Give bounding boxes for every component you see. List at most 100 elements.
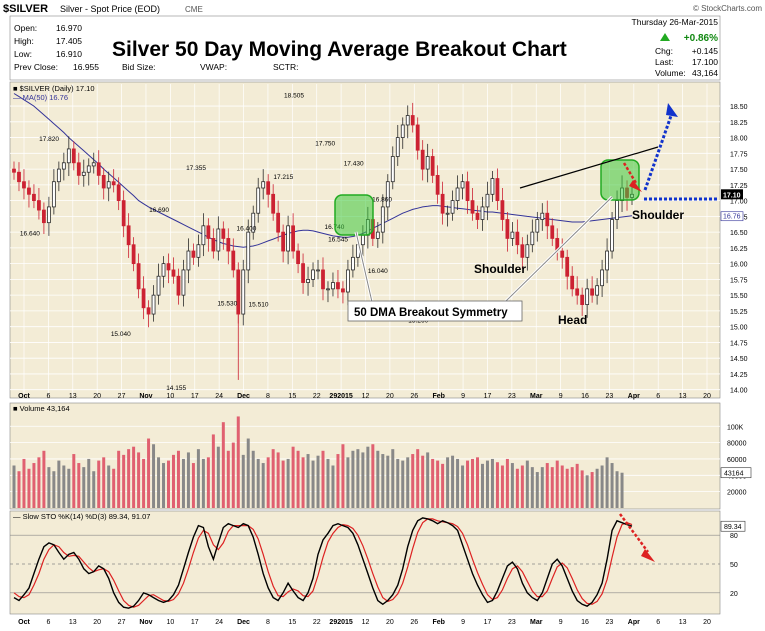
volume-bar xyxy=(276,452,280,508)
ma-marker-text: 16.76 xyxy=(723,214,741,221)
x-tick-label: 20 xyxy=(703,619,711,626)
volume-bar xyxy=(590,472,594,508)
volume-bar xyxy=(311,460,315,508)
x-tick-label: 23 xyxy=(508,619,516,626)
candle-body xyxy=(126,225,131,246)
volume-bar xyxy=(371,444,375,508)
candle-body xyxy=(101,174,106,189)
candle-body xyxy=(535,219,540,233)
price-y-tick: 15.50 xyxy=(730,293,748,300)
volume-bar xyxy=(436,460,440,508)
candle-body xyxy=(22,181,26,189)
last-label: Last: xyxy=(655,57,673,67)
candle-body xyxy=(410,115,415,126)
volume-bar xyxy=(406,457,410,508)
x-tick-label: 12 xyxy=(362,619,370,626)
volume-bar xyxy=(176,450,180,508)
candle-body xyxy=(336,282,340,290)
x-tick-label: Nov xyxy=(139,619,152,626)
candle-body xyxy=(405,115,410,126)
candle-body xyxy=(201,225,206,246)
candle-body xyxy=(42,209,46,224)
volume-bar xyxy=(361,452,365,508)
header: $SILVER Silver - Spot Price (EOD) CME © … xyxy=(3,3,762,81)
volume-bar xyxy=(112,468,116,508)
description: Silver - Spot Price (EOD) xyxy=(60,4,160,14)
candle-body xyxy=(540,212,545,220)
volume-bar xyxy=(216,446,220,508)
candle-body xyxy=(485,193,490,208)
price-y-tick: 14.50 xyxy=(730,356,748,363)
x-tick-label: Oct xyxy=(18,619,30,626)
low-value: 16.910 xyxy=(56,49,82,59)
candle-body xyxy=(17,171,21,183)
price-annotation-label: 16.400 xyxy=(236,225,256,232)
x-tick-label: Oct xyxy=(18,393,30,400)
stoch-y-tick: 50 xyxy=(730,562,738,569)
volume-bar xyxy=(456,458,460,508)
candle-body xyxy=(520,244,525,258)
volume-bar xyxy=(471,458,475,508)
watermark: © StockCharts.com xyxy=(693,4,762,13)
symbol: $SILVER xyxy=(3,3,48,15)
candle-body xyxy=(286,225,291,252)
vwap-label: VWAP: xyxy=(200,62,227,72)
x-tick-label: 17 xyxy=(484,393,492,400)
last-price-marker-text: 17.10 xyxy=(723,192,741,199)
volume-bar xyxy=(87,458,91,508)
volume-bar xyxy=(47,467,51,508)
volume-bar xyxy=(376,450,380,508)
legend-stoch: — Slow STO %K(14) %D(3) 89.34, 91.07 xyxy=(13,512,150,521)
x-tick-label: 23 xyxy=(508,393,516,400)
candle-body xyxy=(570,275,575,290)
stoch-k-line xyxy=(13,517,633,609)
volume-bar xyxy=(620,472,624,508)
candle-body xyxy=(375,231,380,239)
candle-body xyxy=(246,231,251,271)
volume-bar xyxy=(396,458,400,508)
open-value: 16.970 xyxy=(56,23,82,33)
volume-bar xyxy=(540,467,544,508)
candle-body xyxy=(71,148,76,164)
candle-body xyxy=(216,228,221,252)
volume-bar xyxy=(127,449,131,508)
volume-bar xyxy=(167,460,170,508)
price-annotation-label: 17.820 xyxy=(39,136,59,143)
x-tick-label: 12 xyxy=(362,393,370,400)
volume-bar xyxy=(476,457,479,508)
candle-body xyxy=(321,269,325,290)
volume-bar xyxy=(52,471,56,508)
candle-body xyxy=(600,269,604,287)
stoch-last-marker-text: 89.34 xyxy=(724,524,742,531)
candle-body xyxy=(346,269,350,293)
volume-bar xyxy=(461,465,465,508)
price-annotation-label: 17.355 xyxy=(186,165,206,172)
candle-body xyxy=(560,250,565,258)
volume-bar xyxy=(341,444,345,508)
prevclose-value: 16.955 xyxy=(73,62,99,72)
x-tick-label: 13 xyxy=(69,619,77,626)
volume-bar xyxy=(196,449,200,508)
candle-body xyxy=(206,225,211,239)
volume-bar xyxy=(346,457,350,508)
volume-bar xyxy=(261,463,265,508)
volume-bar xyxy=(157,457,161,508)
candle-body xyxy=(141,288,146,309)
candle-body xyxy=(590,288,595,296)
candle-body xyxy=(61,162,66,170)
neckline-trendline xyxy=(519,146,659,189)
candle-body xyxy=(111,181,116,186)
x-tick-label: Mar xyxy=(530,619,543,626)
volume-bar xyxy=(57,460,61,508)
volume-bar xyxy=(211,434,215,508)
volume-bar xyxy=(386,455,390,508)
volume-bar xyxy=(485,460,489,508)
candle-body xyxy=(76,162,81,176)
volume-bar xyxy=(221,422,225,508)
price-y-tick: 15.00 xyxy=(730,325,748,332)
volume-bar xyxy=(186,452,190,508)
volume-bar xyxy=(545,463,549,508)
price-y-tick: 15.75 xyxy=(730,277,748,284)
price-y-tick: 17.00 xyxy=(730,199,748,206)
price-y-tick: 14.00 xyxy=(730,388,748,395)
